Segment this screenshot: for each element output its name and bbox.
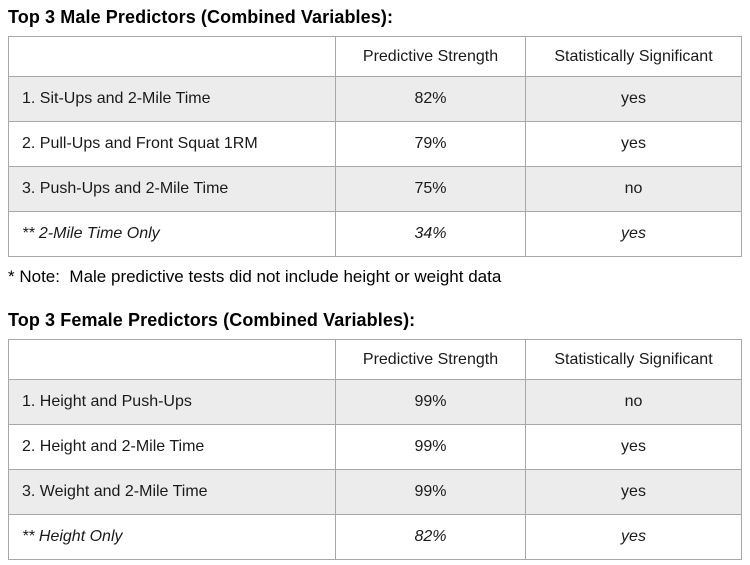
predictive-strength-value: 99% [335,469,526,515]
female-header-row: Predictive Strength Statistically Signif… [8,339,742,380]
table-row: 3. Weight and 2-Mile Time 99% yes [8,469,742,515]
female-empty-header-cell [8,339,336,380]
table-row-single-variable: ** Height Only 82% yes [8,514,742,560]
significant-value: no [525,379,742,425]
female-predictive-strength-header: Predictive Strength [335,339,526,380]
predictor-label: ** 2-Mile Time Only [8,211,336,257]
table-row: 1. Sit-Ups and 2-Mile Time 82% yes [8,76,742,122]
table-row: 1. Height and Push-Ups 99% no [8,379,742,425]
predictive-strength-value: 82% [335,514,526,560]
male-statistically-significant-header: Statistically Significant [525,36,742,77]
male-empty-header-cell [8,36,336,77]
predictor-label: 3. Push-Ups and 2-Mile Time [8,166,336,212]
predictor-label: ** Height Only [8,514,336,560]
predictor-label: 3. Weight and 2-Mile Time [8,469,336,515]
table-row: 2. Pull-Ups and Front Squat 1RM 79% yes [8,121,742,167]
significant-value: yes [525,424,742,470]
significant-value: yes [525,121,742,167]
female-table-title: Top 3 Female Predictors (Combined Variab… [8,310,416,330]
predictive-strength-value: 99% [335,424,526,470]
male-table-note: * Note: Male predictive tests did not in… [8,267,502,286]
significant-value: yes [525,514,742,560]
significant-value: no [525,166,742,212]
significant-value: yes [525,76,742,122]
male-header-row: Predictive Strength Statistically Signif… [8,36,742,77]
predictor-label: 1. Sit-Ups and 2-Mile Time [8,76,336,122]
female-predictors-table: Predictive Strength Statistically Signif… [8,339,742,560]
table-row: 3. Push-Ups and 2-Mile Time 75% no [8,166,742,212]
predictive-strength-value: 34% [335,211,526,257]
predictive-strength-value: 99% [335,379,526,425]
predictive-strength-value: 82% [335,76,526,122]
predictor-label: 2. Pull-Ups and Front Squat 1RM [8,121,336,167]
female-statistically-significant-header: Statistically Significant [525,339,742,380]
male-table-title: Top 3 Male Predictors (Combined Variable… [8,7,394,27]
male-predictors-table: Predictive Strength Statistically Signif… [8,36,742,257]
predictive-strength-value: 75% [335,166,526,212]
male-predictive-strength-header: Predictive Strength [335,36,526,77]
predictor-label: 1. Height and Push-Ups [8,379,336,425]
table-row: 2. Height and 2-Mile Time 99% yes [8,424,742,470]
significant-value: yes [525,211,742,257]
predictive-strength-value: 79% [335,121,526,167]
predictor-label: 2. Height and 2-Mile Time [8,424,336,470]
significant-value: yes [525,469,742,515]
table-row-single-variable: ** 2-Mile Time Only 34% yes [8,211,742,257]
